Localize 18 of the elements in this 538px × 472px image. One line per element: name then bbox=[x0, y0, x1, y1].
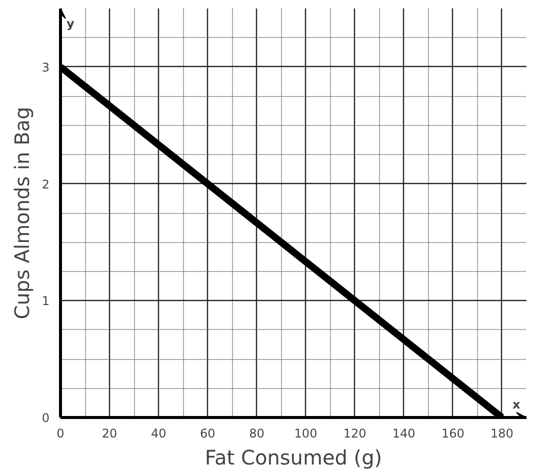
x-tick-label: 80 bbox=[249, 426, 264, 440]
x-tick-label: 0 bbox=[56, 426, 64, 440]
y-tick-label: 0 bbox=[42, 411, 50, 425]
annotation: x bbox=[512, 398, 520, 412]
y-tick-label: 1 bbox=[42, 294, 50, 308]
x-tick-label: 120 bbox=[343, 426, 366, 440]
x-tick-label: 20 bbox=[102, 426, 118, 440]
x-axis-title: Fat Consumed (g) bbox=[204, 446, 382, 470]
x-tick-label: 40 bbox=[150, 426, 166, 440]
x-tick-label: 180 bbox=[490, 426, 514, 440]
annotation: y bbox=[66, 16, 74, 30]
y-tick-label: 2 bbox=[42, 177, 50, 192]
x-tick-label: 60 bbox=[200, 426, 216, 440]
x-tick-label: 140 bbox=[392, 426, 416, 440]
x-tick-label: 100 bbox=[294, 426, 318, 440]
y-axis-title: Cups Almonds in Bag bbox=[10, 106, 34, 320]
y-tick-label: 3 bbox=[42, 60, 50, 74]
x-tick-label: 160 bbox=[441, 426, 464, 440]
